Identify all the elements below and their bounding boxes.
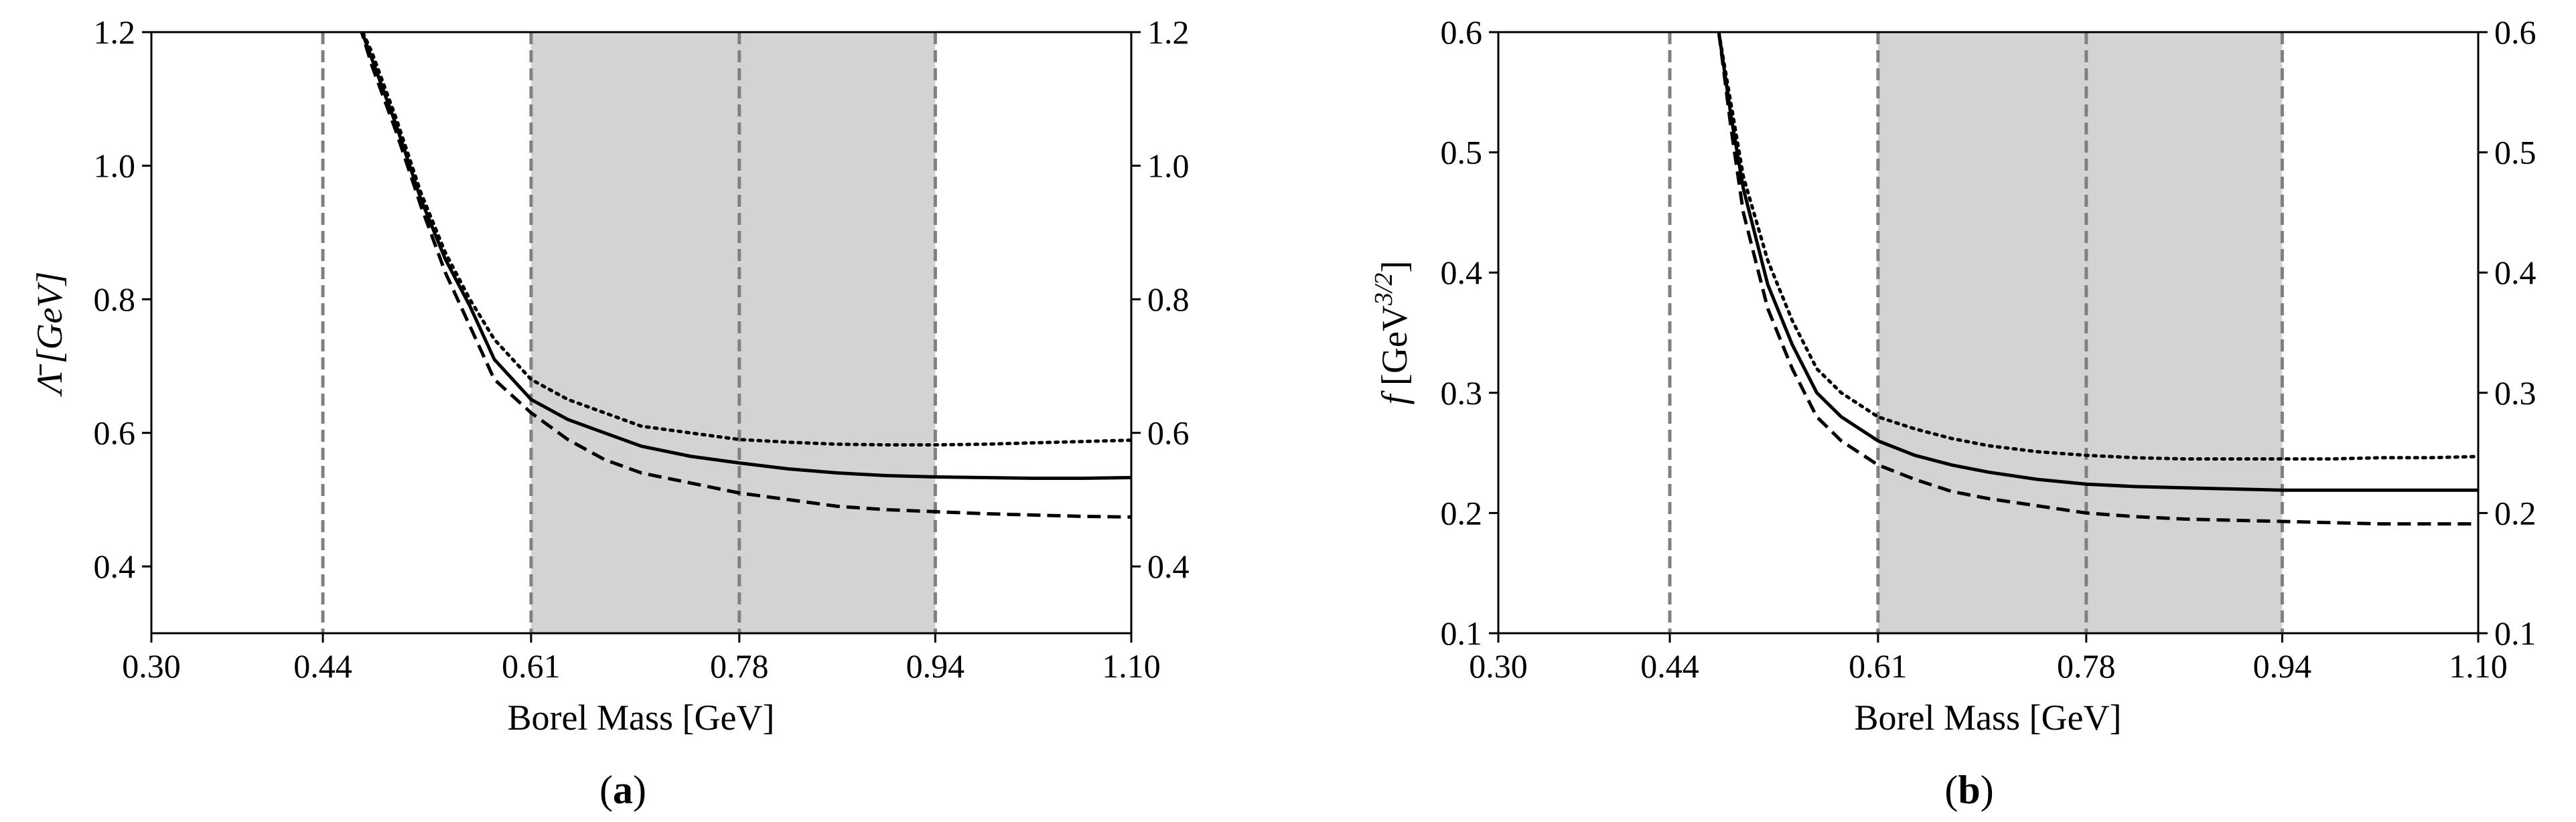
series-solid-line-b xyxy=(1717,32,2478,492)
series-dotted-line-a xyxy=(360,32,1131,447)
y-tick-label-right-b: 0.2 xyxy=(2494,494,2536,531)
y-tick-label-left-a: 1.2 xyxy=(94,13,136,51)
panel-label-b: (b) xyxy=(1944,768,1993,812)
x-axis-title-a: Borel Mass [GeV] xyxy=(508,697,775,738)
shaded-window-a xyxy=(530,32,936,633)
y-tick-label-left-b: 0.5 xyxy=(1441,134,1483,171)
y-tick-label-right-b: 0.4 xyxy=(2494,254,2536,291)
panel-label-a: (a) xyxy=(599,768,646,812)
y-tick-label-left-a: 0.8 xyxy=(94,280,136,318)
panel-a-chart: 0.30 0.44 0.61 0.78 0.94 1.10 0.4 0.4 0.6 0.6 0.8 0… xyxy=(29,13,1190,812)
shaded-band-b xyxy=(1877,32,2283,633)
x-axis-title-b: Borel Mass [GeV] xyxy=(1855,697,2122,738)
x-tick-label-b: 0.61 xyxy=(1849,647,1908,685)
y-tick-label-right-a: 0.6 xyxy=(1147,414,1190,452)
y-tick-label-left-b: 0.4 xyxy=(1441,254,1483,291)
x-tick-label-b: 0.78 xyxy=(2057,647,2116,685)
plot-frame-a xyxy=(150,31,1133,635)
x-tick-label-a: 0.44 xyxy=(293,647,352,685)
x-tick-label-a: 0.78 xyxy=(710,647,769,685)
y-tick-label-right-a: 0.8 xyxy=(1147,280,1190,318)
ticks-a: 0.30 0.44 0.61 0.78 0.94 1.10 0.4 0.4 0.6 0.6 0.8 0… xyxy=(94,13,1190,685)
y-tick-label-right-b: 0.1 xyxy=(2494,614,2536,652)
y-tick-label-left-a: 1.0 xyxy=(94,147,136,185)
y-tick-label-right-a: 1.0 xyxy=(1147,147,1190,185)
panel-b-chart: 0.30 0.44 0.61 0.78 0.94 1.100.1 0.10.2 0.20.3 0… xyxy=(1370,13,2536,812)
y-axis-title-b: f [GeV3/2] xyxy=(1370,260,1415,404)
y-tick-label-left-b: 0.3 xyxy=(1441,374,1483,412)
series-dotted-line-b xyxy=(1717,32,2478,461)
y-tick-label-left-b: 0.1 xyxy=(1441,614,1483,652)
x-tick-label-a: 0.94 xyxy=(906,647,965,685)
y-tick-label-left-b: 0.2 xyxy=(1441,494,1483,531)
y-tick-label-right-b: 0.6 xyxy=(2494,13,2536,51)
x-tick-label-a: 0.30 xyxy=(122,647,181,685)
series-dashed-line-b xyxy=(1717,32,2478,526)
x-tick-label-a: 1.10 xyxy=(1102,647,1161,685)
x-tick-label-b: 1.10 xyxy=(2449,647,2508,685)
series-group-a xyxy=(360,32,1131,519)
series-group-b xyxy=(1717,32,2478,526)
x-tick-label-b: 0.94 xyxy=(2253,647,2312,685)
plot-frame-b xyxy=(1497,31,2480,635)
series-solid-line-a xyxy=(360,32,1131,480)
y-tick-label-right-b: 0.3 xyxy=(2494,374,2536,412)
x-tick-label-b: 0.44 xyxy=(1640,647,1699,685)
x-tick-label-a: 0.61 xyxy=(502,647,561,685)
y-tick-label-left-a: 0.4 xyxy=(94,548,136,585)
ticks-b: 0.30 0.44 0.61 0.78 0.94 1.100.1 0.10.2 0.20.3 0… xyxy=(1441,13,2536,685)
series-dashed-line-a xyxy=(360,32,1131,519)
shaded-window-b xyxy=(1877,32,2283,633)
y-tick-label-left-a: 0.6 xyxy=(94,414,136,452)
y-tick-label-right-a: 0.4 xyxy=(1147,548,1190,585)
shaded-band-a xyxy=(530,32,936,633)
y-tick-label-right-a: 1.2 xyxy=(1147,13,1190,51)
y-axis-title-a: Λ̄ [GeV] xyxy=(29,271,70,397)
vertical-markers-b xyxy=(1668,32,2284,633)
y-tick-label-right-b: 0.5 xyxy=(2494,134,2536,171)
x-tick-label-b: 0.30 xyxy=(1469,647,1528,685)
y-tick-label-left-b: 0.6 xyxy=(1441,13,1483,51)
vertical-markers-a xyxy=(321,32,937,633)
